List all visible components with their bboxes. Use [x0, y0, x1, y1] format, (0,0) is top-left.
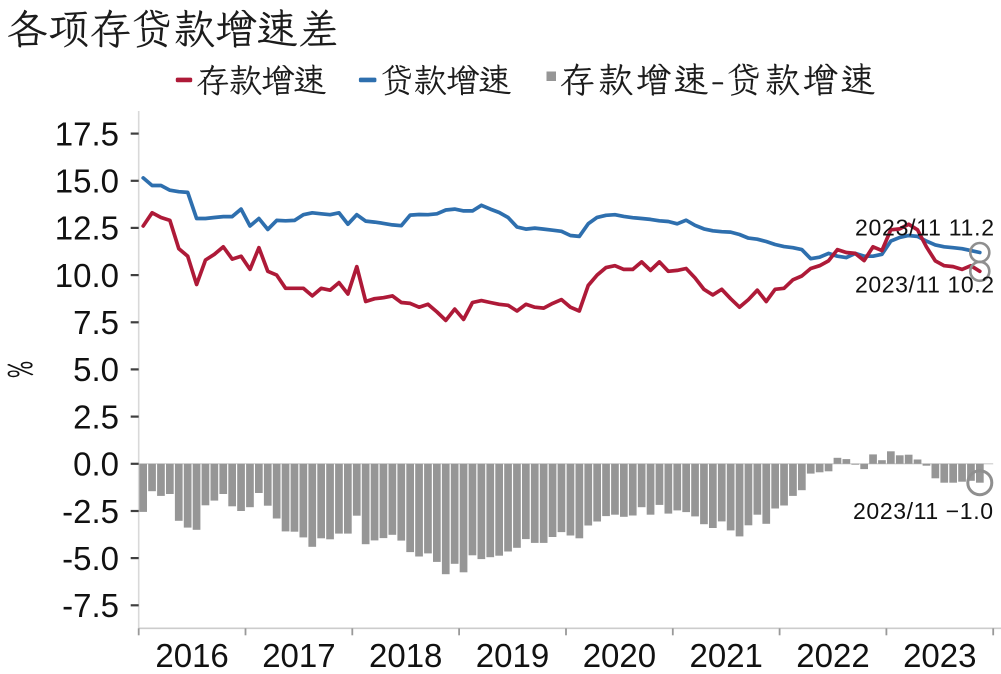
svg-text:2019: 2019 — [476, 637, 549, 674]
svg-text:-5.0: -5.0 — [62, 540, 119, 577]
svg-text:0.0: 0.0 — [73, 446, 119, 483]
svg-text:2022: 2022 — [796, 637, 869, 674]
svg-text:2023/11 −1.0: 2023/11 −1.0 — [853, 498, 993, 524]
svg-text:2016: 2016 — [155, 637, 228, 674]
svg-text:2018: 2018 — [369, 637, 442, 674]
svg-text:15.0: 15.0 — [55, 163, 119, 200]
svg-text:5.0: 5.0 — [73, 351, 119, 388]
svg-text:7.5: 7.5 — [73, 304, 119, 341]
svg-text:2020: 2020 — [583, 637, 656, 674]
svg-text:2017: 2017 — [262, 637, 335, 674]
svg-text:2023/11 11.2: 2023/11 11.2 — [855, 214, 994, 240]
svg-text:-7.5: -7.5 — [62, 587, 119, 624]
svg-text:2023: 2023 — [903, 637, 976, 674]
svg-text:2.5: 2.5 — [73, 398, 119, 435]
svg-text:-2.5: -2.5 — [62, 493, 119, 530]
svg-text:17.5: 17.5 — [55, 115, 119, 152]
svg-text:12.5: 12.5 — [55, 210, 119, 247]
svg-text:10.0: 10.0 — [55, 257, 119, 294]
svg-text:2021: 2021 — [689, 637, 762, 674]
svg-text:2023/11 10.2: 2023/11 10.2 — [855, 272, 994, 298]
